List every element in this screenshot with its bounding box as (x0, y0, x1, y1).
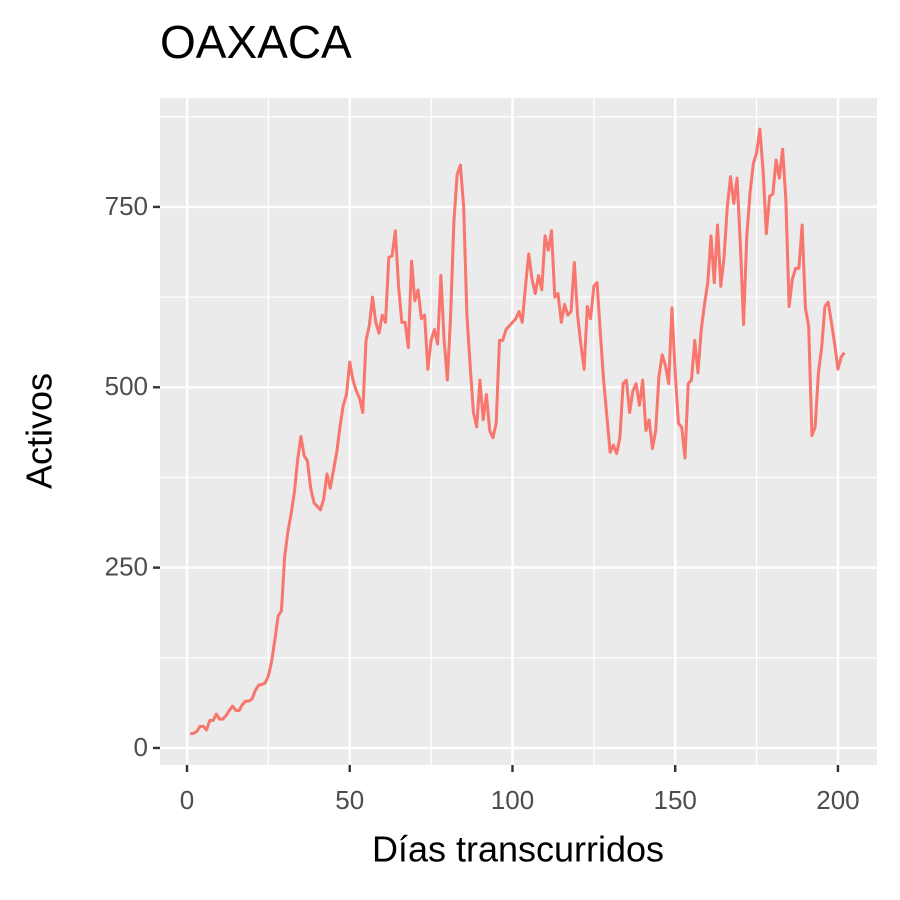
y-axis-title: Activos (19, 373, 60, 489)
x-tick-label: 200 (816, 785, 859, 815)
chart-title: OAXACA (160, 16, 352, 68)
x-axis-title: Días transcurridos (372, 829, 664, 870)
y-tick-label: 250 (105, 552, 148, 582)
data-line (190, 127, 846, 736)
x-tick-label: 150 (654, 785, 697, 815)
x-tick-label: 100 (491, 785, 534, 815)
y-tick-label: 750 (105, 191, 148, 221)
x-tick-label: 0 (180, 785, 194, 815)
x-tick-label: 50 (335, 785, 364, 815)
y-tick-label: 500 (105, 371, 148, 401)
panel (160, 98, 877, 765)
y-tick-label: 0 (134, 732, 148, 762)
